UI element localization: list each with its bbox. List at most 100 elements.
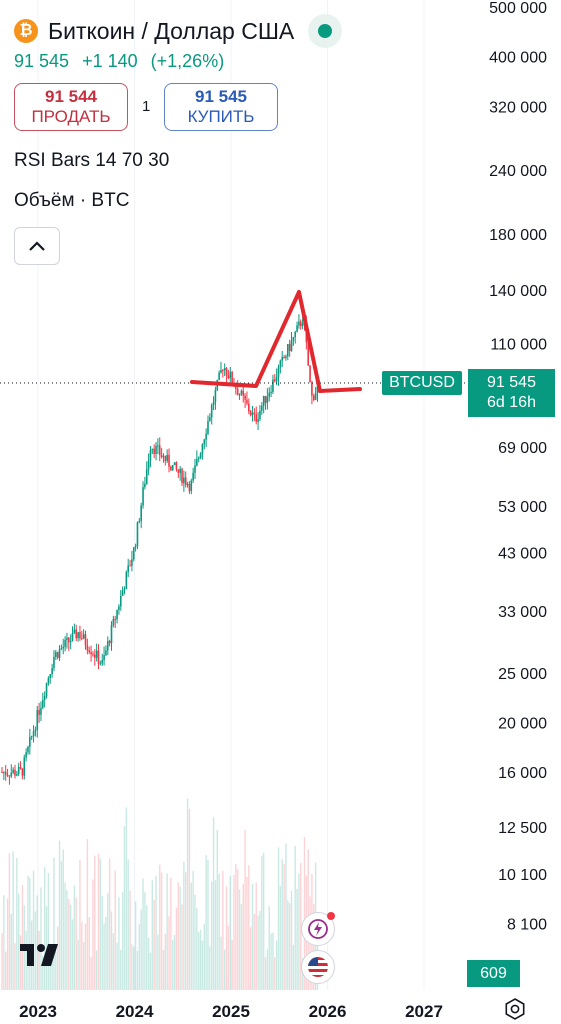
volume-bar [10, 913, 12, 990]
symbol-title[interactable]: Биткоин / Доллар США [48, 17, 295, 44]
candle-body [314, 393, 317, 400]
volume-bar [162, 949, 165, 990]
volume-bar [283, 863, 285, 990]
candle-body [268, 392, 271, 397]
volume-bar [242, 883, 244, 990]
volume-bar [218, 873, 220, 990]
candle-body [166, 454, 168, 461]
volume-bar [160, 872, 163, 990]
buy-button[interactable]: 91 545 КУПИТЬ [164, 83, 278, 131]
candle-body [158, 445, 161, 456]
candle-body [299, 321, 302, 327]
candle-body [132, 547, 135, 560]
volume-bar [303, 837, 306, 990]
volume-bar [298, 873, 300, 990]
candle-body [207, 421, 209, 434]
volume-bar [270, 933, 272, 990]
rsi-indicator-label[interactable]: RSI Bars 14 70 30 [14, 150, 170, 171]
candle-body [38, 709, 40, 715]
volume-bar [238, 889, 241, 990]
volume-bar [198, 932, 200, 990]
volume-bar [149, 952, 152, 990]
volume-bar [27, 875, 29, 990]
volume-bar [62, 849, 64, 990]
volume-bar [108, 858, 111, 990]
collapse-legend-button[interactable] [14, 227, 60, 265]
candle-body [298, 321, 300, 326]
volume-indicator-label[interactable]: Объём · BTC [14, 190, 130, 211]
candle-body [229, 371, 232, 379]
sell-button[interactable]: 91 544 ПРОДАТЬ [14, 83, 128, 131]
buy-price: 91 545 [195, 87, 247, 106]
price-tick-label: 20 000 [498, 715, 547, 732]
candle-body [19, 766, 22, 769]
volume-bar [144, 892, 146, 990]
candle-body [257, 418, 259, 422]
candle-body [99, 663, 102, 665]
price-tick-label: 16 000 [498, 765, 547, 782]
candle-body [127, 565, 129, 572]
candle-body [309, 365, 311, 383]
candle-body [27, 746, 29, 753]
volume-bar [279, 885, 282, 990]
candle-body [53, 656, 55, 669]
volume-bar [29, 877, 31, 990]
volume-bar [97, 853, 100, 990]
volume-bar [240, 903, 243, 990]
drawn-trendline[interactable] [190, 290, 362, 393]
volume-bar [125, 807, 128, 990]
candle-body [162, 456, 165, 458]
volume-bar [244, 829, 246, 990]
price-tick-label: 320 000 [489, 99, 547, 116]
candle-body [68, 637, 70, 643]
candle-body [114, 618, 117, 620]
candle-body [285, 356, 287, 358]
settings-gear-icon[interactable] [504, 998, 526, 1020]
sell-price: 91 544 [45, 87, 97, 106]
candle-body [311, 382, 313, 396]
volume-bar [81, 922, 83, 990]
candle-body [103, 655, 105, 661]
candle-body [40, 707, 42, 715]
lightning-icon [308, 919, 328, 939]
candle-body [49, 674, 52, 679]
candle-body [147, 460, 150, 470]
tradingview-logo-icon[interactable] [18, 940, 68, 970]
candle-body [173, 462, 176, 465]
volume-bar [287, 900, 289, 990]
volume-bar [88, 917, 90, 990]
volume-bar [133, 946, 135, 990]
volume-bar [131, 944, 133, 990]
volume-bar [212, 817, 215, 990]
candle-body [10, 772, 13, 777]
candle-body [29, 737, 31, 747]
candle-body [240, 390, 243, 395]
volume-bar [194, 894, 196, 990]
candle-body [218, 372, 220, 380]
economic-events-button[interactable] [301, 950, 335, 984]
candle-body [93, 654, 96, 658]
price-tick-label: 43 000 [498, 545, 547, 562]
price-tick-label: 53 000 [498, 499, 547, 516]
candle-body [60, 648, 63, 650]
volume-bar [73, 885, 76, 990]
volume-bar [248, 865, 250, 990]
volume-bar [179, 886, 181, 990]
price-tick-label: 110 000 [490, 337, 547, 354]
volume-bar [168, 916, 170, 990]
time-axis[interactable]: 2023 2024 2025 2026 2027 [19, 1002, 443, 1021]
volume-bar [95, 950, 98, 990]
candle-body [210, 405, 213, 418]
flash-news-button[interactable] [301, 912, 335, 946]
volume-bar [66, 890, 68, 990]
candle-body [64, 639, 66, 647]
volume-bar [296, 888, 298, 990]
candle-body [255, 413, 258, 422]
price-axis[interactable]: 500 000 400 000 320 000 240 000 180 000 140 0… [489, 0, 547, 933]
candle-body [110, 625, 113, 644]
market-status-icon[interactable] [308, 14, 343, 48]
volume-bar [45, 906, 48, 990]
volume-bar [259, 911, 261, 990]
candle-body [292, 337, 295, 341]
candle-body [235, 386, 237, 389]
